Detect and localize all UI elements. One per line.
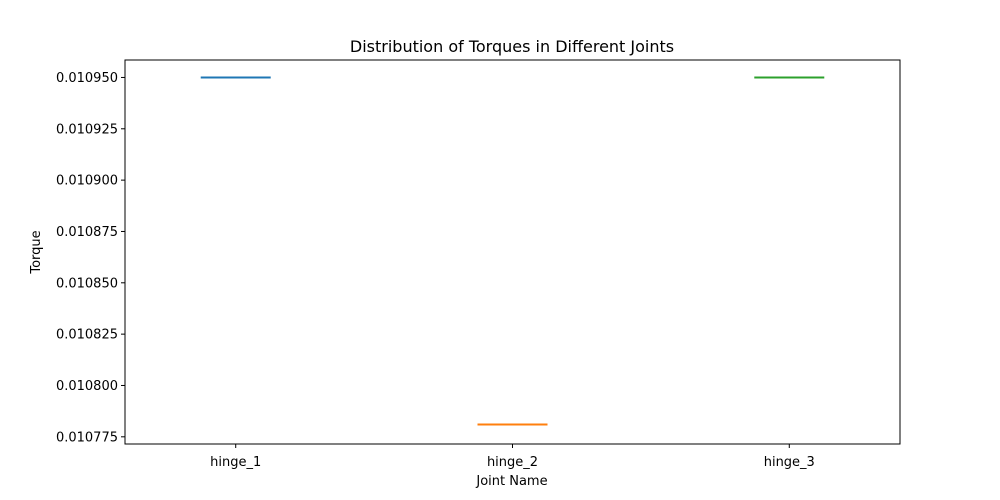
y-tick-label: 0.010950 (56, 71, 118, 86)
x-tick-label: hinge_1 (210, 455, 261, 470)
y-axis-label: Torque (29, 230, 44, 274)
x-tick-label: hinge_3 (764, 455, 815, 470)
plot-frame (124, 59, 901, 445)
y-tick-label: 0.010900 (56, 174, 118, 189)
y-tick-label: 0.010775 (56, 430, 118, 445)
y-tick-label: 0.010800 (56, 379, 118, 394)
x-axis-label: Joint Name (475, 474, 547, 489)
chart-title: Distribution of Torques in Different Joi… (350, 37, 674, 56)
y-tick-label: 0.010925 (56, 122, 118, 137)
y-tick-label: 0.010825 (56, 328, 118, 343)
data-marks (200, 76, 825, 426)
y-tick-label: 0.010875 (56, 225, 118, 240)
x-axis: hinge_1 hinge_2 hinge_3 (210, 444, 815, 470)
y-axis: 0.010775 0.010800 0.010825 0.010850 0.010875… (56, 71, 125, 445)
y-tick-label: 0.010850 (56, 276, 118, 291)
x-tick-label: hinge_2 (487, 455, 538, 470)
